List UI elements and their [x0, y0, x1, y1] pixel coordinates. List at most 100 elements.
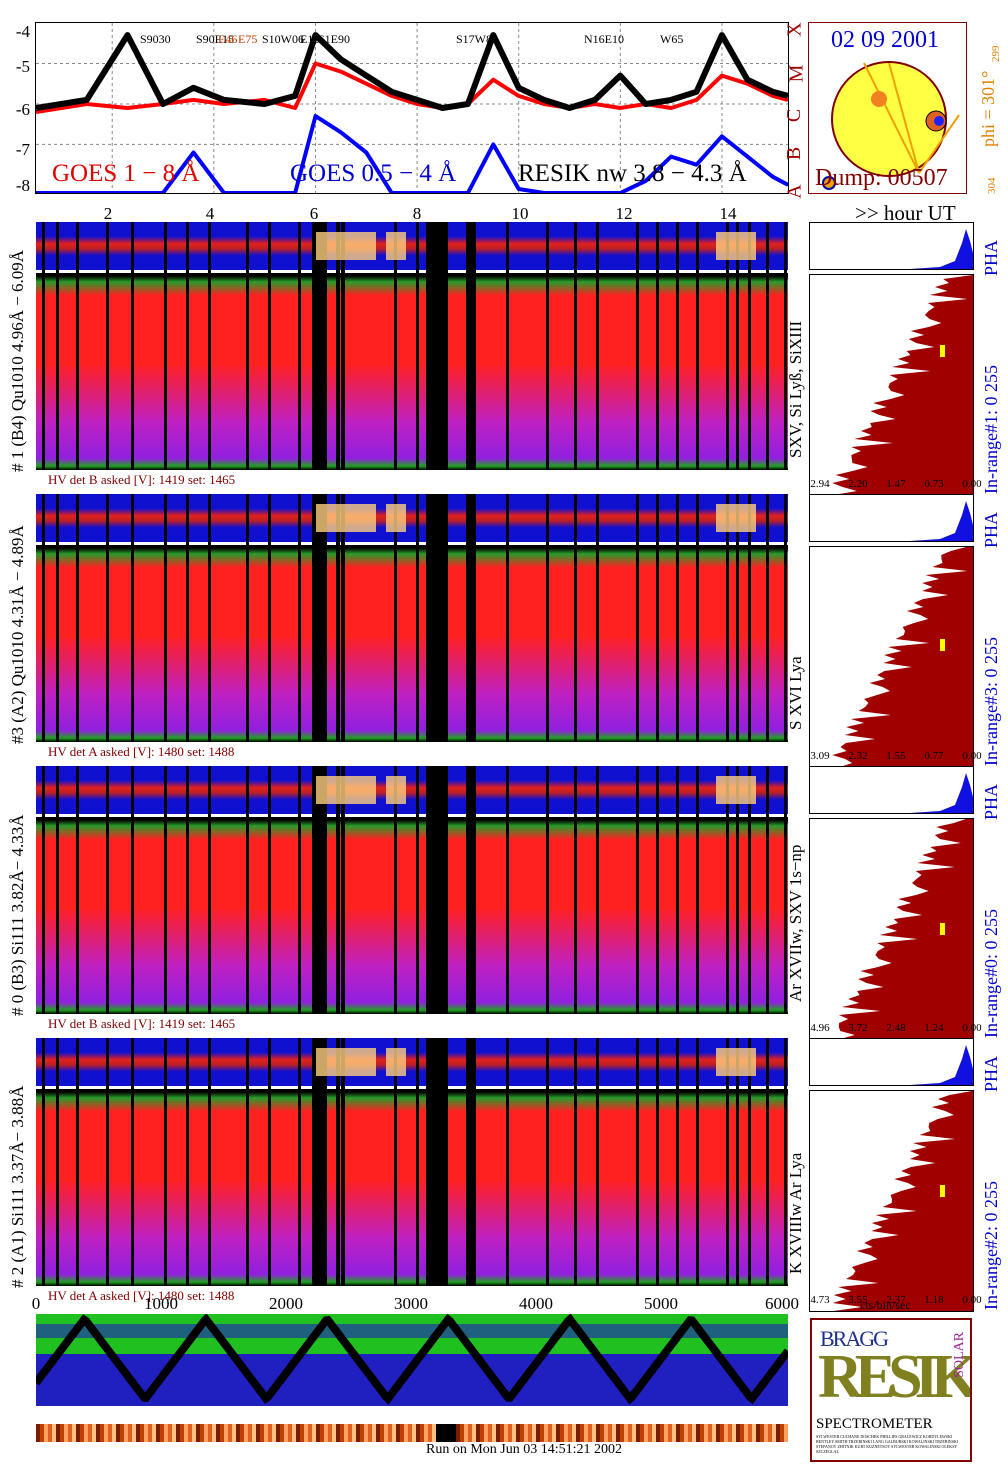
data-point: [619, 192, 622, 193]
color-bar-cell: [492, 1424, 496, 1442]
data-point: [619, 107, 622, 109]
profile-x-tick: 1.24: [924, 1022, 944, 1034]
color-bar-cell: [628, 1424, 632, 1442]
data-gap: [131, 766, 134, 1014]
color-bar-cell: [156, 1424, 160, 1442]
color-bar-cell: [388, 1424, 392, 1442]
color-bar-cell: [720, 1424, 724, 1442]
color-bar-cell: [436, 1424, 440, 1442]
color-bar-cell: [768, 1424, 772, 1442]
flare-class-letters: X M C B A: [783, 10, 807, 200]
spectrogram-main: [36, 276, 788, 470]
color-bar-cell: [704, 1424, 708, 1442]
hv-label: HV det B asked [V]: 1419 set: 1465: [48, 1016, 236, 1031]
data-gap-wide: [426, 222, 448, 470]
data-gap: [784, 222, 787, 470]
color-bar-cell: [488, 1424, 492, 1442]
color-bar-cell: [348, 1424, 352, 1442]
color-bar-cell: [364, 1424, 368, 1442]
color-bar-cell: [504, 1424, 508, 1442]
color-bar-cell: [416, 1424, 420, 1442]
spectrogram: [36, 766, 788, 1014]
color-bar-cell: [724, 1424, 728, 1442]
color-bar-cell: [544, 1424, 548, 1442]
data-point: [644, 179, 647, 182]
data-point: [593, 98, 596, 101]
data-gap: [636, 1038, 639, 1286]
data-gap: [208, 222, 211, 470]
data-gap: [131, 222, 134, 470]
data-gap: [696, 222, 699, 470]
color-bar-cell: [204, 1424, 208, 1442]
data-point: [416, 102, 419, 105]
data-point: [543, 102, 546, 105]
flare-highlight: [316, 504, 376, 532]
color-bar-cell: [124, 1424, 128, 1442]
color-bar-cell: [664, 1424, 668, 1442]
data-gap: [106, 222, 109, 470]
color-bar-cell: [772, 1424, 776, 1442]
color-bar-cell: [716, 1424, 720, 1442]
data-gap: [313, 766, 327, 1014]
color-bar-cell: [512, 1424, 516, 1442]
data-gap: [208, 766, 211, 1014]
hv-label: HV det B asked [V]: 1419 set: 1465: [48, 472, 236, 487]
data-point: [441, 107, 444, 109]
data-gap: [766, 1038, 769, 1286]
data-gap: [313, 1038, 327, 1286]
data-point: [162, 102, 165, 105]
color-bar-cell: [572, 1424, 576, 1442]
data-gap: [506, 766, 509, 1014]
data-gap: [336, 494, 340, 742]
color-bar-cell: [412, 1424, 416, 1442]
color-bar-cell: [480, 1424, 484, 1442]
profile-histogram: [809, 274, 974, 496]
color-bar-cell: [268, 1424, 272, 1442]
color-bar-cell: [208, 1424, 212, 1442]
color-bar-cell: [128, 1424, 132, 1442]
data-gap: [313, 494, 327, 742]
color-bar-cell: [668, 1424, 672, 1442]
y-tick: -7: [15, 140, 30, 159]
data-gap: [546, 766, 549, 1014]
color-bar-cell: [484, 1424, 488, 1442]
color-bar-cell: [452, 1424, 456, 1442]
data-point: [192, 98, 195, 101]
color-bar-cell: [304, 1424, 308, 1442]
data-point: [223, 192, 225, 193]
bottom-x-tick: 5000: [644, 1294, 678, 1313]
data-gap: [416, 494, 419, 742]
pha-histogram: [809, 766, 974, 814]
pha-label: PHA: [981, 511, 1001, 548]
color-bar-cell: [776, 1424, 780, 1442]
color-bar-cell: [588, 1424, 592, 1442]
data-gap: [466, 766, 476, 1014]
data-gap: [636, 222, 639, 470]
profile-marker: [940, 923, 945, 935]
color-bar-cell: [296, 1424, 300, 1442]
logo-big-letters: RESIK: [818, 1343, 971, 1411]
data-point: [771, 175, 774, 178]
flare-highlight: [386, 232, 406, 260]
class-x: X: [783, 22, 806, 37]
data-gap: [394, 1038, 397, 1286]
color-bar-cell: [632, 1424, 636, 1442]
phi-block: phi = 301° 299 304: [970, 22, 1006, 197]
data-gap: [736, 766, 739, 1014]
region-label: S1E90: [318, 32, 351, 46]
color-bar-cell: [232, 1424, 236, 1442]
data-gap: [766, 494, 769, 742]
data-point: [787, 183, 788, 186]
color-bar-cell: [192, 1424, 196, 1442]
color-bar-cell: [400, 1424, 404, 1442]
data-point: [223, 98, 225, 101]
color-bar-cell: [80, 1424, 84, 1442]
data-gap: [336, 222, 340, 470]
color-bar-cell: [52, 1424, 56, 1442]
pha-histogram: [809, 1038, 974, 1086]
color-bar-cell: [260, 1424, 264, 1442]
color-bar-cell: [240, 1424, 244, 1442]
color-bar-cell: [68, 1424, 72, 1442]
spectrogram-top-band: [36, 222, 788, 270]
profile-x-tick: 1.47: [886, 478, 906, 490]
